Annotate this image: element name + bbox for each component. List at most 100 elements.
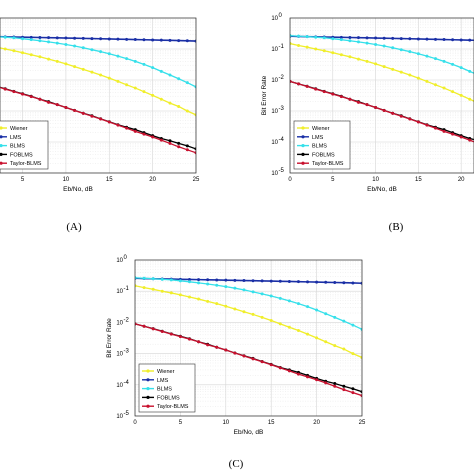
- data-point: [107, 37, 111, 41]
- data-point: [269, 319, 273, 323]
- data-point: [425, 54, 429, 58]
- legend-label: Taylor-BLMS: [312, 161, 344, 167]
- legend-swatch-marker: [146, 404, 150, 408]
- data-point: [3, 47, 7, 51]
- data-point: [187, 295, 191, 299]
- data-point: [64, 62, 68, 66]
- data-point: [278, 296, 282, 300]
- legend-swatch-marker: [0, 161, 3, 165]
- data-point: [224, 285, 228, 289]
- data-point: [391, 46, 395, 50]
- series-line-wiener: [135, 285, 362, 359]
- data-point: [468, 97, 472, 101]
- data-point: [433, 126, 437, 130]
- data-point: [342, 388, 346, 392]
- data-point: [351, 281, 355, 285]
- data-point: [360, 390, 362, 394]
- legend-label: BLMS: [10, 144, 25, 150]
- panel-caption: (C): [229, 458, 244, 470]
- data-point: [260, 360, 264, 364]
- data-point: [306, 375, 310, 379]
- data-point: [135, 276, 137, 280]
- series-group: [135, 276, 362, 398]
- legend-swatch-marker: [301, 152, 305, 156]
- data-point: [194, 39, 196, 43]
- data-point: [133, 59, 137, 63]
- data-point: [322, 90, 326, 94]
- data-point: [177, 141, 181, 145]
- data-point: [206, 278, 210, 282]
- data-point: [116, 54, 120, 58]
- data-point: [290, 34, 292, 38]
- legend-label: Taylor-BLMS: [10, 161, 42, 167]
- data-point: [55, 103, 59, 107]
- data-point: [348, 39, 352, 43]
- data-point: [81, 46, 85, 50]
- data-point: [251, 357, 255, 361]
- plot-frame: [134, 259, 363, 417]
- data-point: [468, 69, 472, 73]
- data-point: [360, 281, 362, 285]
- data-point: [324, 280, 328, 284]
- legend-label: LMS: [10, 135, 22, 141]
- x-axis-label: Eb/No, dB: [63, 186, 93, 193]
- data-point: [47, 57, 51, 61]
- data-point: [339, 35, 343, 39]
- y-tick-label: 10: [116, 320, 123, 326]
- data-point: [399, 70, 403, 74]
- data-point: [151, 93, 155, 97]
- legend-swatch-marker: [0, 126, 3, 130]
- data-point: [425, 79, 429, 83]
- legend-swatch-marker: [301, 126, 305, 130]
- data-point: [342, 347, 346, 351]
- y-tick-label: 10: [271, 140, 278, 146]
- data-point: [391, 36, 395, 40]
- data-point: [125, 83, 129, 87]
- legend-label: BLMS: [312, 144, 327, 150]
- data-point: [408, 37, 412, 41]
- legend-label: LMS: [312, 135, 324, 141]
- data-point: [314, 87, 318, 91]
- y-tick-exponent: 0: [279, 13, 283, 19]
- data-point: [169, 332, 173, 336]
- data-point: [360, 355, 362, 359]
- plot-frame: [289, 17, 474, 174]
- data-point: [433, 83, 437, 87]
- legend-label: FOBLMS: [312, 152, 335, 158]
- data-point: [38, 55, 42, 59]
- data-point: [296, 372, 300, 376]
- data-point: [107, 76, 111, 80]
- data-point: [324, 312, 328, 316]
- data-point: [21, 37, 25, 41]
- data-point: [451, 90, 455, 94]
- data-point: [125, 126, 129, 130]
- data-point: [135, 322, 137, 326]
- data-point: [3, 87, 7, 91]
- data-point: [151, 287, 155, 291]
- data-point: [81, 67, 85, 71]
- data-point: [12, 36, 16, 40]
- legend-label: FOBLMS: [157, 395, 180, 401]
- data-point: [356, 57, 360, 61]
- data-point: [315, 280, 319, 284]
- data-point: [351, 352, 355, 356]
- x-tick-label: 25: [193, 177, 200, 183]
- data-point: [224, 304, 228, 308]
- data-point: [224, 348, 228, 352]
- series-line-lms: [135, 277, 362, 285]
- data-point: [185, 81, 189, 85]
- data-point: [322, 36, 326, 40]
- series-group: [290, 34, 474, 143]
- data-point: [151, 38, 155, 42]
- data-point: [339, 38, 343, 42]
- data-point: [269, 279, 273, 283]
- data-point: [64, 36, 68, 40]
- data-point: [116, 37, 120, 41]
- data-point: [185, 144, 189, 148]
- data-point: [278, 366, 282, 370]
- legend: Wiener LMS BLMS FOBLMS Taylor-BLMS: [293, 120, 351, 170]
- x-tick-label: 10: [372, 177, 379, 183]
- data-point: [382, 108, 386, 112]
- y-tick-exponent: -1: [279, 44, 285, 50]
- legend-label: FOBLMS: [10, 152, 33, 158]
